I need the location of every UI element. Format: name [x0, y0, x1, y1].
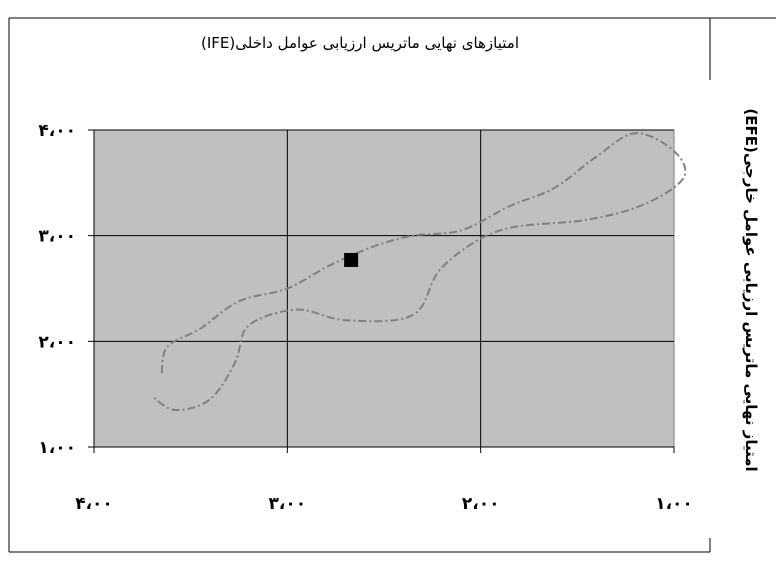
y-tick-label: ۴،۰۰ [38, 121, 76, 141]
plot-area [93, 129, 675, 448]
data-point-marker [344, 252, 359, 267]
x-tick-label: ۴،۰۰ [75, 494, 113, 514]
strategy-outline-curve [151, 132, 687, 412]
y-tick-label: ۳،۰۰ [38, 227, 76, 247]
data-points [344, 252, 359, 267]
x-tick-label: ۱،۰۰ [655, 494, 693, 514]
chart-title: امتیازهای نهایی ماتریس ارزیابی عوامل داخ… [201, 34, 519, 52]
y-axis-label: امتیاز نهایی ماتریس ارزیابی عوامل خارجی(… [742, 108, 760, 471]
axes [88, 129, 675, 453]
y-tick-label: ۱،۰۰ [38, 438, 76, 458]
y-tick-label: ۲،۰۰ [38, 332, 76, 352]
x-tick-label: ۳،۰۰ [269, 494, 307, 514]
tick-labels: ۴،۰۰ ۳،۰۰ ۲،۰۰ ۱،۰۰ ۴،۰۰ ۳،۰۰ ۲،۰۰ ۱،۰۰ [38, 121, 692, 514]
x-tick-label: ۲،۰۰ [462, 494, 500, 514]
